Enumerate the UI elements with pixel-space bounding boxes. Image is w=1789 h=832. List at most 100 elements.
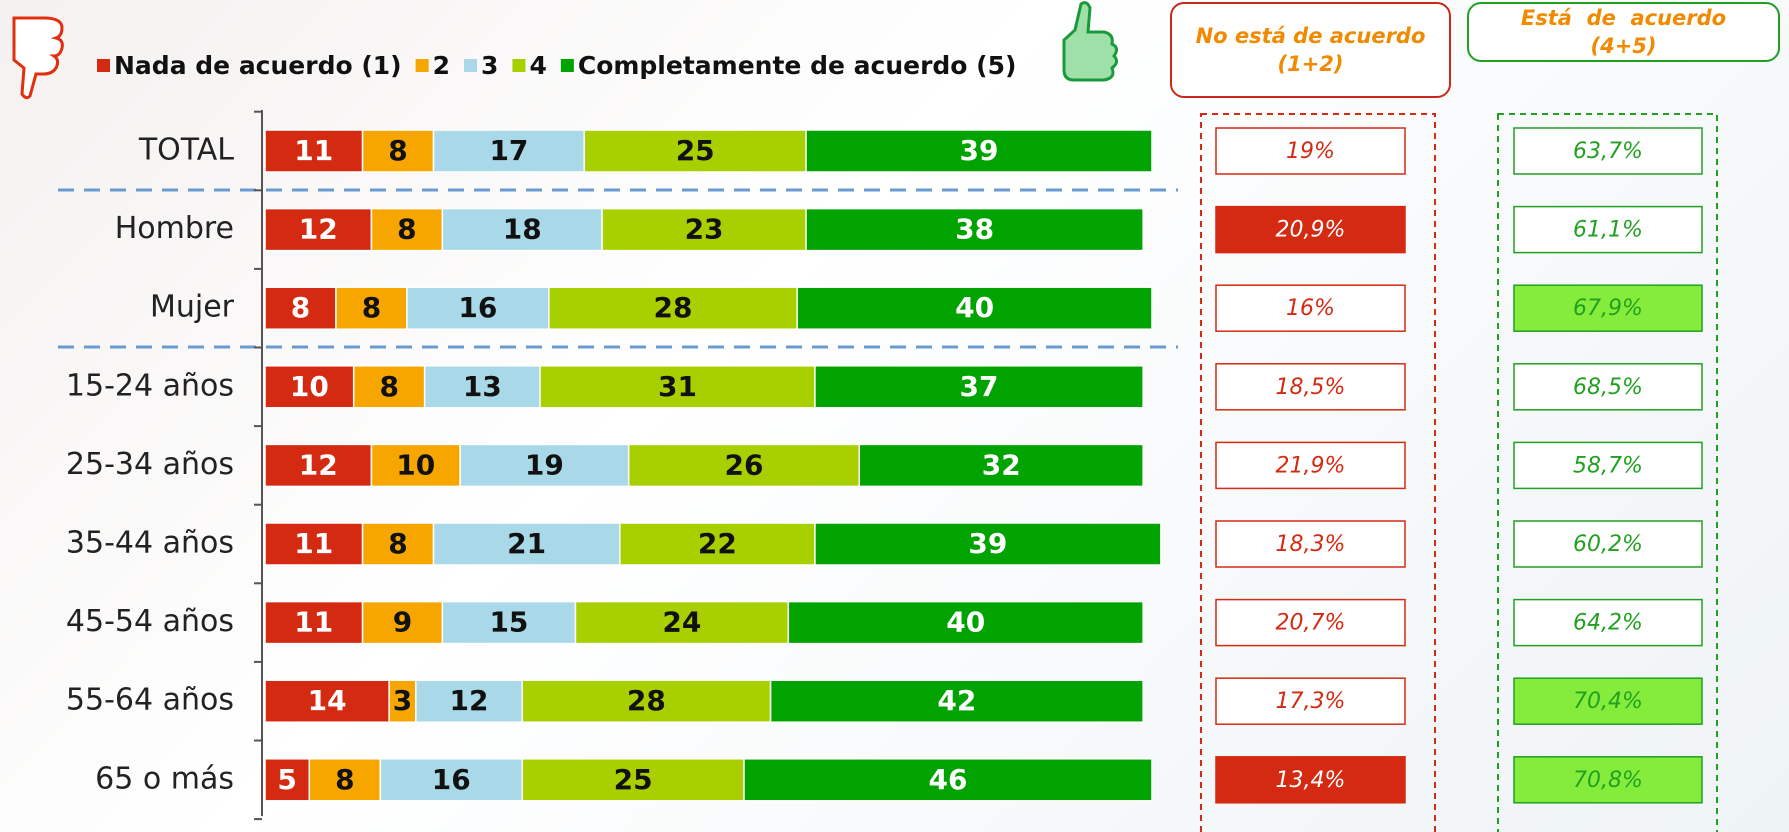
bar-segment [308,758,382,802]
summary-box [1513,441,1703,490]
summary-value: 61,1% [1573,218,1643,243]
bar-segment [423,365,541,409]
bar-segment [379,758,523,802]
data-label: 39 [960,134,999,167]
data-label: 9 [393,606,412,639]
bar-segment [814,365,1144,409]
summary-box [1513,677,1703,725]
summary-box [1513,127,1703,175]
data-label: 25 [614,763,653,796]
bar-segment [264,758,311,802]
summary-value: 20,7% [1276,611,1346,636]
y-tick-label: 35-44 años [66,526,234,561]
bar-segment [432,522,621,566]
bar-segment [539,365,816,409]
bar-segment [521,679,772,723]
bar-segment [574,600,790,645]
bar-segment [805,207,1144,252]
data-label: 12 [299,213,338,246]
bar-segment [361,522,435,566]
bar-segment [264,129,364,173]
y-tick-label: 25-34 años [66,447,234,482]
legend-label: Completamente de acuerdo (5) [578,51,1017,80]
bar-segment [264,679,390,723]
y-tick-label: Mujer [150,290,235,325]
summary-value: 68,5% [1573,375,1643,400]
summary-value: 58,7% [1573,453,1643,478]
data-label: 11 [294,134,333,167]
summary-value: 64,2% [1573,611,1643,636]
data-label: 8 [335,763,354,796]
legend-swatch [560,59,574,72]
data-label: 8 [397,213,416,246]
data-label: 22 [698,527,737,560]
summary-value: 18,5% [1276,375,1346,400]
y-tick-label: Hombre [115,211,234,246]
y-tick-label: TOTAL [138,133,234,168]
bar-segment [858,443,1144,488]
bar-segment [548,286,798,330]
summary-value: 16% [1286,296,1335,321]
bar-segment [743,758,1153,802]
data-label: 8 [291,291,310,324]
data-label: 25 [676,134,715,167]
bar-segment [441,600,577,645]
thumb-up-icon [1062,1,1119,82]
data-label: 16 [432,763,471,796]
bar-segment [796,286,1153,330]
data-label: 12 [450,684,489,717]
y-tick-label: 55-64 años [66,683,234,718]
legend-swatch [512,59,526,72]
bar-segment [264,600,364,645]
y-tick-label: 15-24 años [66,368,234,403]
summary-value: 20,9% [1276,218,1346,243]
bar-segment [601,207,807,252]
bar-segment [583,129,807,173]
data-label: 28 [654,291,693,324]
data-label: 11 [294,606,333,639]
data-label: 28 [627,684,666,717]
summary-value: 13,4% [1276,768,1346,793]
y-tick-label: 45-54 años [66,604,234,639]
bar-segment [432,129,586,173]
data-label: 5 [277,763,296,796]
summary-box [1215,677,1406,725]
bar-segment [352,365,426,409]
bar-segment [619,522,816,566]
data-label: 31 [658,370,697,403]
bar-segment [805,129,1153,173]
legend-label: 4 [529,51,546,80]
data-label: 3 [393,684,412,717]
data-label: 13 [463,370,502,403]
data-label: 10 [396,448,435,481]
data-label: 11 [294,527,333,560]
data-label: 8 [362,291,381,324]
summary-box [1513,205,1703,254]
bar-segment [814,522,1162,566]
summary-value: 60,2% [1573,532,1643,557]
summary-value: 17,3% [1276,689,1346,714]
bar-segment [787,600,1144,645]
summary-box [1215,363,1406,411]
bar-segment [459,443,630,488]
data-label: 38 [955,213,994,246]
bar-segment [264,522,364,566]
data-label: 37 [960,370,999,403]
data-label: 42 [937,684,976,717]
summary-value: 19% [1286,139,1335,164]
summary-box [1215,127,1406,175]
summary-box [1513,520,1703,568]
legend-label: Nada de acuerdo (1) [114,51,402,80]
data-label: 8 [388,134,407,167]
bar-segment [370,207,444,252]
summary-box [1513,598,1703,647]
legend-label: 3 [481,51,498,80]
legend-label: 2 [433,51,450,80]
data-label: 14 [308,684,347,717]
bar-segment [264,443,373,488]
summary-value: 70,4% [1573,689,1643,714]
y-tick-label: 65 o más [95,761,234,796]
legend-swatch [464,59,478,72]
